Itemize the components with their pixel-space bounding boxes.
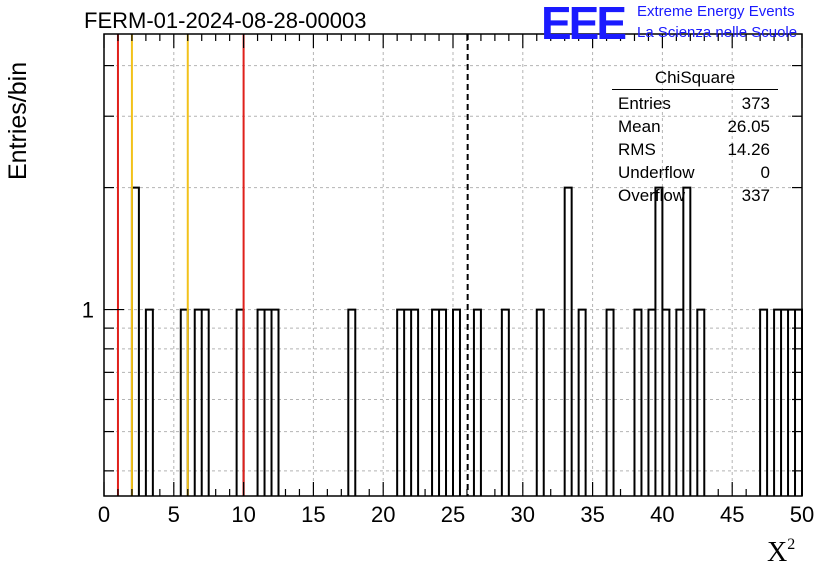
histogram-bin [795, 310, 802, 496]
histogram-bin [404, 310, 411, 496]
x-tick-label: 25 [441, 502, 465, 527]
chart-title: FERM-01-2024-08-28-00003 [84, 8, 367, 33]
histogram-bin [683, 188, 690, 496]
histogram-bin [655, 188, 662, 496]
histogram-bin [195, 310, 202, 496]
x-tick-label: 10 [231, 502, 255, 527]
stats-label: RMS [618, 140, 656, 159]
histogram-bin [258, 310, 265, 496]
x-tick-label: 0 [98, 502, 110, 527]
x-tick-label: 45 [720, 502, 744, 527]
histogram-bin [676, 310, 683, 496]
x-tick-label: 15 [301, 502, 325, 527]
eee-logo: EEE [541, 0, 627, 49]
histogram-bin [348, 310, 355, 496]
stats-row-entries: Entries 373 [612, 92, 778, 115]
histogram-bin [537, 310, 544, 496]
histogram-bin [397, 310, 404, 496]
histogram-bin [502, 310, 509, 496]
stats-value: 337 [741, 186, 770, 205]
stats-label: Underflow [618, 163, 695, 182]
logo-text-line2: La Scienza nelle Scuole [637, 24, 798, 41]
histogram-bin [265, 310, 272, 496]
histogram-bin [272, 310, 279, 496]
x-tick-label: 40 [650, 502, 674, 527]
histogram-bin [788, 310, 795, 496]
histogram-bin [781, 310, 788, 496]
y-tick-label: 1 [82, 298, 94, 323]
histogram-bin [237, 310, 244, 496]
stats-value: 14.26 [727, 140, 770, 159]
stats-label: Entries [618, 94, 671, 113]
x-tick-label: 5 [168, 502, 180, 527]
histogram-bin [697, 310, 704, 496]
histogram-bin [411, 310, 418, 496]
stats-row-mean: Mean 26.05 [612, 115, 778, 138]
histogram-bin [432, 310, 439, 496]
histogram-bin [439, 310, 446, 496]
histogram-bin [453, 310, 460, 496]
histogram-bin [146, 310, 153, 496]
x-tick-label: 50 [790, 502, 814, 527]
stats-label: Mean [618, 117, 661, 136]
histogram-bin [607, 310, 614, 496]
x-axis-label-sup: 2 [787, 536, 796, 553]
x-axis-label: X2 [767, 536, 795, 569]
x-tick-label: 30 [511, 502, 535, 527]
histogram-bin [662, 310, 669, 496]
stats-value: 373 [741, 94, 770, 113]
histogram-bin [648, 310, 655, 496]
stats-row-overflow: Overflow 337 [612, 184, 778, 207]
histogram-bin [634, 310, 641, 496]
histogram-bin [181, 310, 188, 496]
histogram-bin [565, 188, 572, 496]
stats-box: ChiSquare Entries 373 Mean 26.05 RMS 14.… [612, 68, 778, 207]
stats-row-rms: RMS 14.26 [612, 138, 778, 161]
x-tick-label: 35 [580, 502, 604, 527]
stats-value: 0 [760, 163, 770, 182]
histogram-bin [774, 310, 781, 496]
x-tick-label: 20 [371, 502, 395, 527]
y-axis-label: Entries/bin [4, 61, 32, 180]
histogram-bars [130, 186, 803, 496]
histogram-bin [202, 310, 209, 496]
stats-box-title: ChiSquare [612, 68, 778, 90]
x-axis-label-text: X [767, 537, 788, 568]
stats-row-underflow: Underflow 0 [612, 161, 778, 184]
stats-label: Overflow [618, 186, 686, 205]
histogram-bin [579, 310, 586, 496]
histogram-bin [474, 310, 481, 496]
histogram-bin [760, 310, 767, 496]
histogram-bin [132, 188, 139, 496]
stats-value: 26.05 [727, 117, 770, 136]
logo-text-line1: Extreme Energy Events [637, 3, 795, 20]
